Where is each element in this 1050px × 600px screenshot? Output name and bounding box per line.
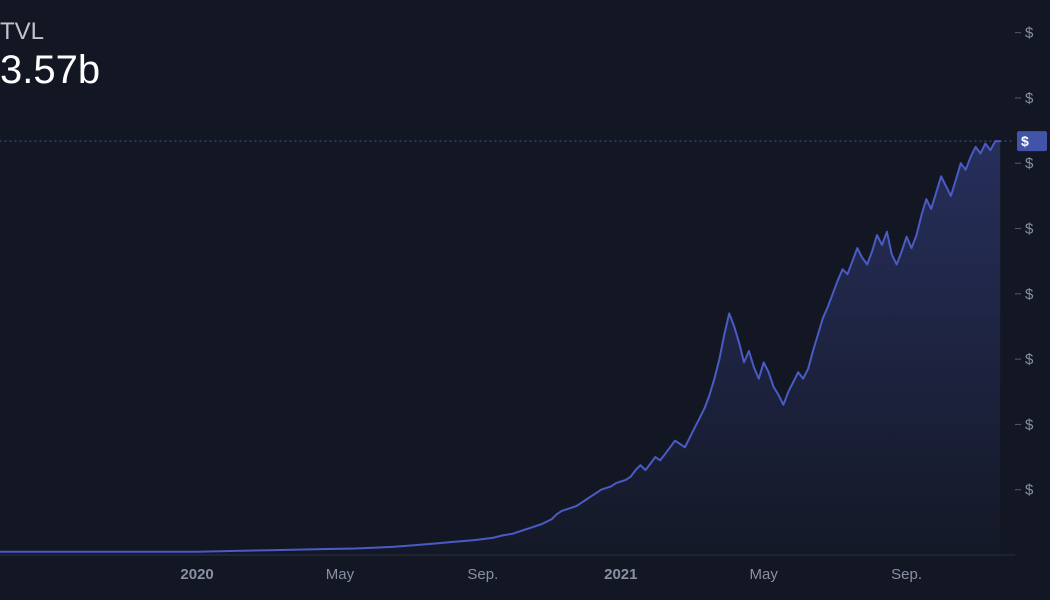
chart-title: TVL xyxy=(0,18,100,46)
chart-header: TVL 3.57b xyxy=(0,18,100,93)
x-axis-label: Sep. xyxy=(467,566,498,583)
tvl-chart-container: TVL 3.57b 2020 May Sep. 2021 May Sep. $ $ $ $ $ $ $ $… xyxy=(0,0,1050,600)
x-axis-label: May xyxy=(750,566,779,583)
y-axis-label: $ xyxy=(1025,155,1034,172)
y-axis-label: $ xyxy=(1025,90,1034,107)
current-value-badge: $ xyxy=(1017,131,1047,151)
y-axis-label: $ xyxy=(1025,351,1034,368)
y-axis-label: $ xyxy=(1025,416,1034,433)
x-axis-label: 2020 xyxy=(180,566,213,583)
y-axis-label: $ xyxy=(1025,25,1034,42)
y-axis-label: $ xyxy=(1025,286,1034,303)
x-axis-label: 2021 xyxy=(604,566,637,583)
y-axis-label: $ xyxy=(1025,482,1034,499)
y-axis-label: $ xyxy=(1025,221,1034,238)
x-axis-label: Sep. xyxy=(891,566,922,583)
tvl-area-chart: 2020 May Sep. 2021 May Sep. $ $ $ $ $ $ $ $ $ xyxy=(0,0,1050,600)
x-axis-label: May xyxy=(326,566,355,583)
chart-current-value: 3.57b xyxy=(0,48,100,93)
svg-text:$: $ xyxy=(1021,133,1029,149)
